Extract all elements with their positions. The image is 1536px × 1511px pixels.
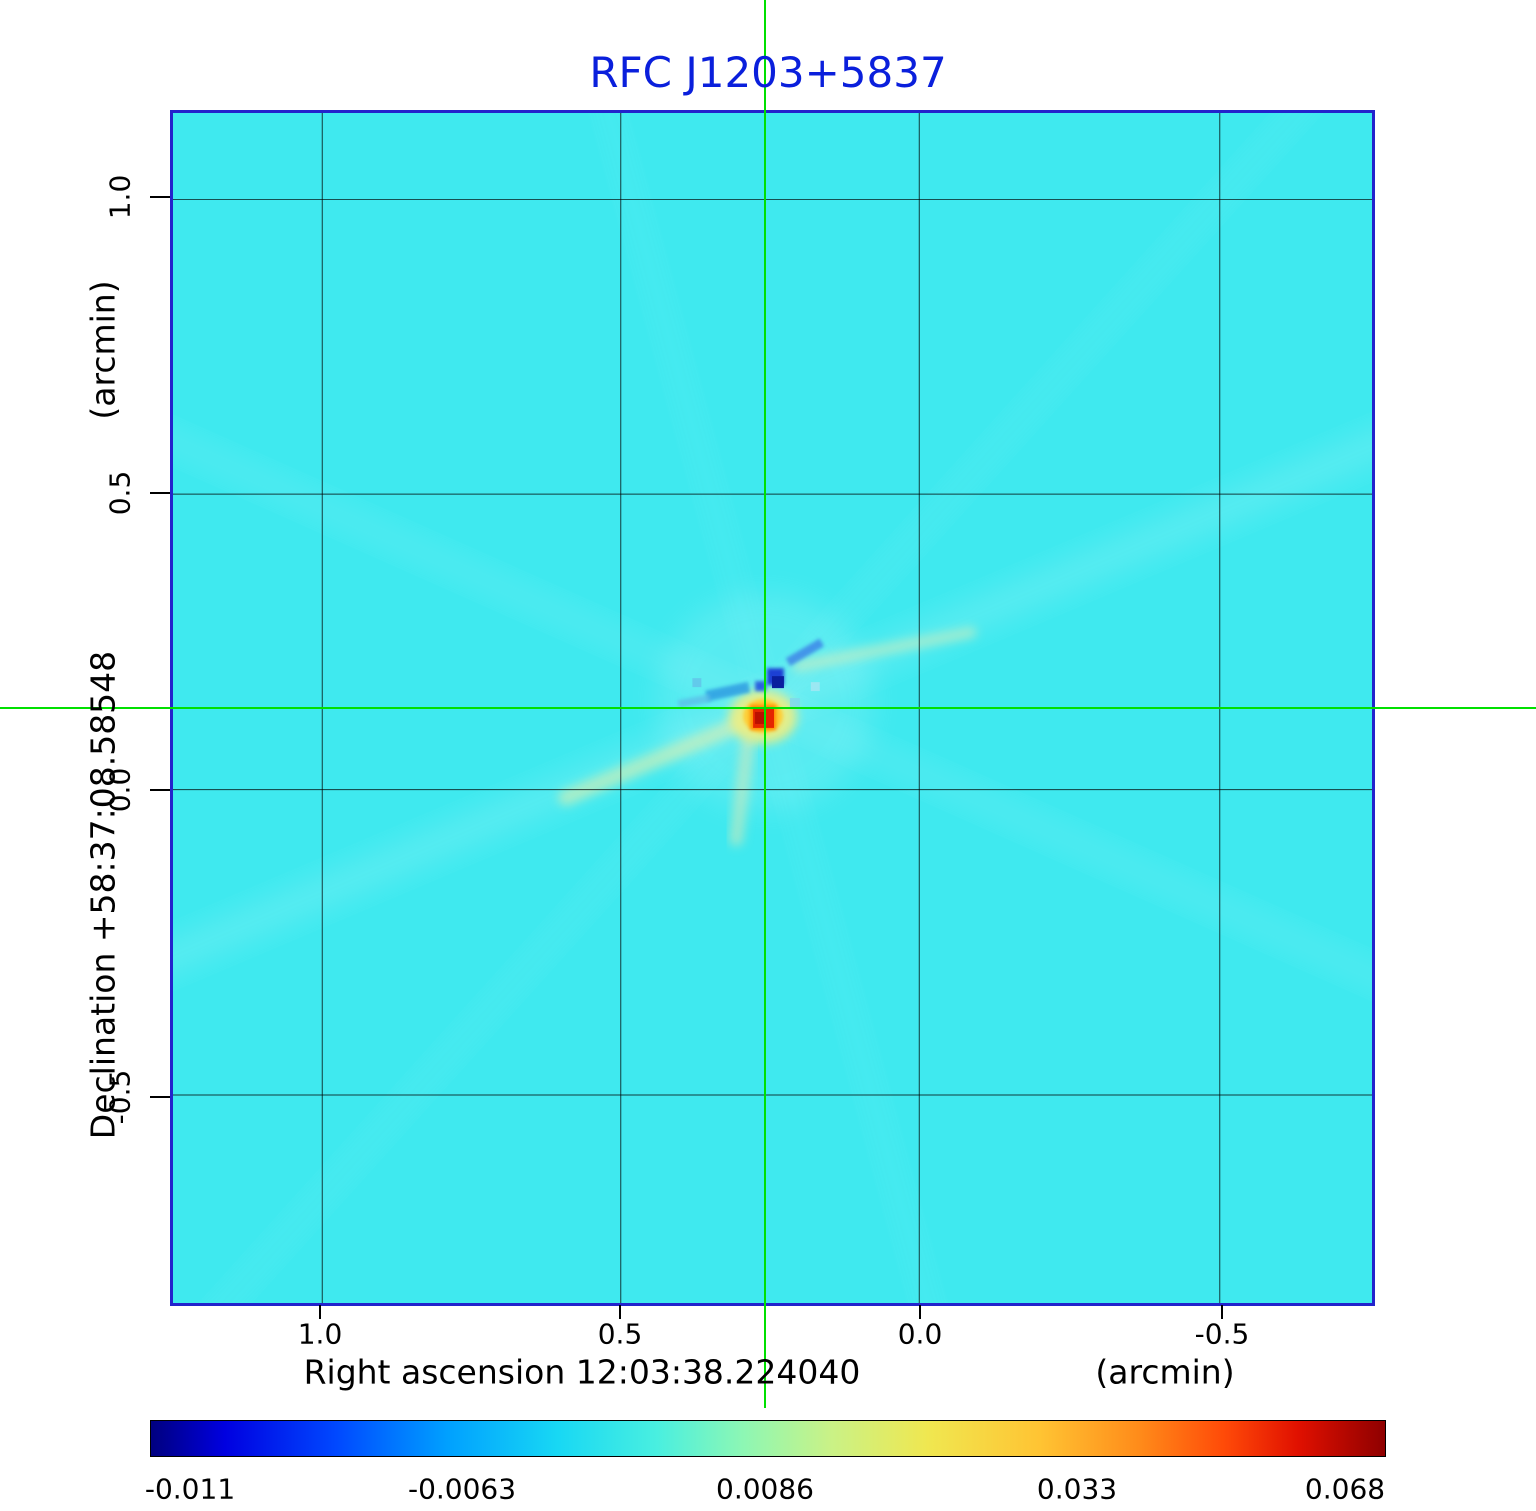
colorbar-tick-label: 0.0086	[716, 1472, 814, 1506]
crosshair-horizontal-line	[0, 707, 1536, 709]
x-axis-unit-label: (arcmin)	[1095, 1352, 1235, 1392]
colorbar-tick-label: -0.0063	[407, 1472, 517, 1506]
colorbar-tick-label: 0.033	[1036, 1472, 1118, 1506]
negative-sidelobes	[677, 638, 825, 708]
x-axis-tickmark	[919, 1305, 921, 1319]
y-axis-tickmark	[150, 492, 170, 494]
source-peak	[729, 690, 797, 744]
x-axis-tickmark	[619, 1305, 621, 1319]
y-tick-label: 1.0	[103, 174, 137, 220]
x-tick-label: -0.5	[1194, 1317, 1250, 1351]
y-axis-unit-label: (arcmin)	[83, 280, 123, 420]
x-axis-label: Right ascension 12:03:38.224040	[303, 1352, 861, 1392]
x-tick-label: 0.5	[597, 1317, 643, 1351]
crosshair-vertical-line	[764, 0, 766, 1408]
x-axis-tickmark	[319, 1305, 321, 1319]
y-axis-tickmark	[150, 789, 170, 791]
colorbar	[150, 1420, 1386, 1457]
x-tick-label: 1.0	[297, 1317, 343, 1351]
x-axis-tickmark	[1221, 1305, 1223, 1319]
y-tick-label: 0.5	[103, 470, 137, 516]
y-axis-label: Declination +58:37:08.58548	[83, 650, 123, 1140]
y-axis-tickmark	[150, 1096, 170, 1098]
colorbar-tick-label: 0.068	[1304, 1472, 1386, 1506]
colorbar-tick-label: -0.011	[144, 1472, 236, 1506]
y-axis-tickmark	[150, 196, 170, 198]
plot-title: RFC J1203+5837	[589, 48, 947, 97]
x-tick-label: 0.0	[897, 1317, 943, 1351]
